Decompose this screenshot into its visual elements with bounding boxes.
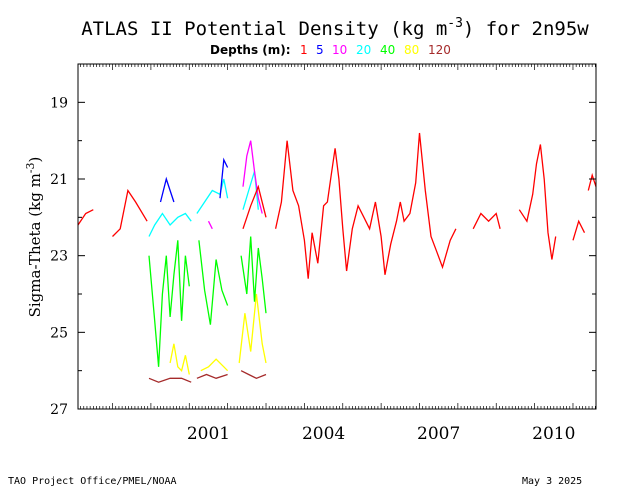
legend-entry-5: 5 — [316, 43, 324, 57]
legend-entry-120: 120 — [428, 43, 451, 57]
series-20-segment-2 — [242, 171, 259, 210]
footer-credit: TAO Project Office/PMEL/NOAA — [8, 476, 177, 487]
series-1-segment-0 — [77, 209, 94, 226]
series-1-segment-1 — [112, 188, 148, 237]
series-20-segment-1 — [196, 178, 229, 214]
y-tick-label-23: 23 — [50, 249, 68, 265]
x-tick-label-2001: 2001 — [187, 424, 230, 444]
y-tick-label-25: 25 — [50, 325, 68, 341]
series-40-segment-1 — [198, 240, 229, 325]
y-axis-label: Sigma-Theta (kg m-3) — [24, 157, 44, 318]
x-tick-label-2004: 2004 — [302, 424, 345, 444]
series-1-segment-7 — [587, 172, 597, 191]
depth-legend: Depths (m): 1 5 10 20 40 80 120 — [210, 43, 451, 57]
legend-title: Depths (m): — [210, 43, 291, 57]
series-120-segment-2 — [240, 370, 267, 380]
x-tick-label-2010: 2010 — [532, 424, 575, 444]
series-20-segment-0 — [148, 212, 192, 237]
y-tick-label-19: 19 — [50, 95, 68, 111]
series-10-segment-0 — [207, 220, 213, 230]
series-1-segment-5 — [518, 144, 557, 260]
footer-date: May 3 2025 — [522, 476, 583, 487]
series-80-segment-2 — [238, 293, 267, 364]
chart-title: ATLAS II Potential Density (kg m-3) for … — [81, 16, 589, 40]
y-tick-label-21: 21 — [50, 172, 68, 188]
series-5-segment-1 — [219, 157, 229, 199]
legend-entry-1: 1 — [300, 43, 308, 57]
series-120-segment-1 — [196, 373, 228, 379]
plot-frame — [77, 63, 597, 410]
plot-series — [77, 132, 597, 383]
series-10-segment-1 — [242, 140, 263, 214]
x-tick-label-2007: 2007 — [417, 424, 460, 444]
axes-ticks: 19 21 23 25 27 2001 2004 2007 2010 — [50, 63, 596, 444]
legend-entry-20: 20 — [356, 43, 371, 57]
series-1-segment-3 — [274, 132, 457, 279]
series-40-segment-2 — [240, 236, 267, 314]
series-1-segment-2 — [242, 184, 267, 230]
legend-entry-10: 10 — [332, 43, 347, 57]
series-80-segment-1 — [200, 358, 229, 372]
legend-entry-80: 80 — [404, 43, 419, 57]
series-80-segment-0 — [169, 343, 190, 375]
series-5-segment-0 — [159, 176, 175, 203]
series-40-segment-0 — [148, 240, 190, 367]
series-120-segment-0 — [148, 377, 192, 383]
series-1-segment-4 — [472, 212, 501, 230]
series-1-segment-6 — [572, 219, 586, 241]
y-tick-label-27: 27 — [50, 402, 68, 418]
legend-entry-40: 40 — [380, 43, 395, 57]
